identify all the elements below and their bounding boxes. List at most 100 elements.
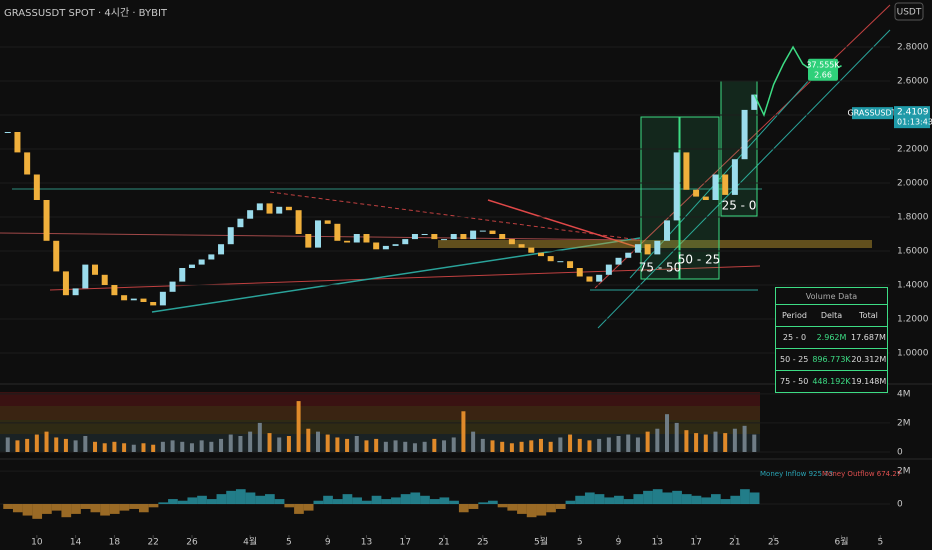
flow-bar (255, 495, 266, 505)
volume-bar (277, 437, 282, 452)
trend-line (487, 199, 641, 249)
flow-bar (672, 490, 682, 505)
flow-bar (536, 504, 547, 516)
price-value: 2.4109 (897, 108, 929, 118)
y-tick-label: 1.2000 (897, 315, 929, 325)
unit-box[interactable] (894, 2, 924, 21)
flow-bar (400, 494, 411, 505)
volume-bar (238, 436, 243, 452)
candle (62, 271, 69, 296)
high-price: 2.66 (814, 70, 832, 79)
volume-bar (345, 438, 350, 452)
candle (586, 276, 593, 282)
flow-bar (245, 492, 256, 505)
table-title: Volume Data (805, 291, 858, 301)
x-tick-label: 4월 (243, 536, 257, 548)
flow-bar (468, 504, 479, 509)
flow-bar (720, 499, 731, 505)
flow-bar (526, 504, 537, 518)
flow-bar (197, 495, 207, 505)
candle (567, 261, 574, 268)
candle (208, 254, 215, 260)
chart-title: GRASSUSDT SPOT · 4시간 · BYBIT (4, 7, 168, 19)
x-tick-label: 5 (286, 538, 292, 548)
candle (712, 174, 719, 200)
flow-bar (371, 495, 382, 505)
flow-bar (643, 490, 653, 505)
x-tick-label: 26 (186, 538, 198, 548)
flow-bar (138, 504, 149, 513)
candle (247, 210, 254, 219)
candle (479, 230, 486, 232)
candle (625, 252, 632, 258)
volume-bar (286, 436, 291, 452)
candle (130, 298, 137, 301)
candle (557, 261, 564, 263)
flow-bar (420, 495, 430, 505)
volume-bar (63, 438, 68, 452)
period-label: 50 - 25 (678, 253, 721, 267)
candle (92, 264, 99, 275)
candle (188, 264, 195, 268)
flow-bar (410, 492, 421, 505)
flow-bar (555, 504, 566, 509)
candle (218, 244, 225, 255)
flow-bar (546, 504, 556, 513)
flow-bar (168, 499, 178, 505)
volume-bar (296, 401, 301, 452)
high-tag (808, 58, 838, 81)
flow-bar (449, 500, 459, 505)
candle (654, 240, 661, 255)
volume-bar (422, 441, 427, 452)
candle (722, 174, 729, 195)
volume-bar (442, 440, 447, 452)
volume-bar (509, 443, 514, 452)
volume-bar (451, 437, 456, 452)
cell: 2.962M (816, 333, 847, 342)
volume-bar (577, 438, 582, 452)
x-tick-label: 5 (577, 538, 583, 548)
flow-bar (109, 504, 120, 514)
candle (159, 291, 166, 306)
x-tick-label: 25 (477, 538, 488, 548)
flow-bar (604, 497, 615, 505)
band (0, 420, 760, 434)
band (0, 392, 760, 406)
candle (460, 234, 467, 240)
flow-bar (458, 504, 469, 513)
volume-bar (635, 437, 640, 452)
countdown: 01:13:43 (897, 118, 932, 127)
flow-bar (575, 495, 585, 505)
volume-bar (374, 438, 379, 452)
candle (547, 256, 554, 262)
x-tick-label: 17 (400, 538, 411, 548)
flow-bar (90, 504, 101, 513)
volume-bar (645, 431, 650, 452)
volume-bar (713, 431, 718, 452)
candle (576, 268, 583, 277)
volume-bar (432, 438, 437, 452)
y-tick-label: 1.0000 (897, 349, 929, 359)
volume-bar (34, 434, 39, 452)
candle (344, 240, 351, 243)
volume-bar (383, 441, 388, 452)
volume-bar (54, 437, 59, 452)
volume-bar (587, 440, 592, 452)
volume-bar (548, 441, 553, 452)
flow-bar (507, 504, 518, 511)
flow-bar (439, 497, 450, 505)
candle (605, 264, 612, 275)
volume-bar (732, 428, 737, 452)
flow-bar (488, 500, 498, 505)
candle (237, 218, 244, 228)
flow-bar (381, 499, 392, 505)
volume-bar (480, 438, 485, 452)
flow-bar (284, 504, 295, 508)
volume-bar (655, 428, 660, 452)
flow-bar (294, 504, 304, 514)
y-tick-label: 2M (897, 467, 911, 477)
flow-bar (80, 504, 91, 509)
flow-bar (323, 495, 333, 505)
volume-bar (209, 441, 214, 452)
